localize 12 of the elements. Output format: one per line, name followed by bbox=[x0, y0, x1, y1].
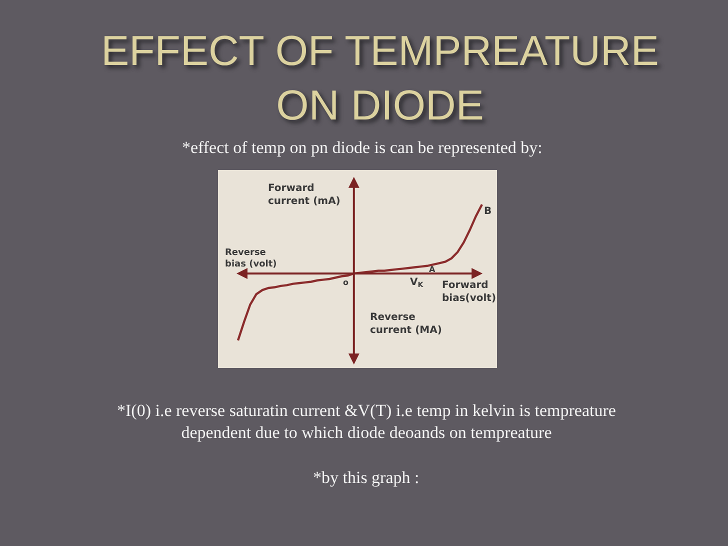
annotation: A bbox=[429, 265, 436, 274]
text: *I(0) i.e reverse saturatin current &V(T) i.e temp in kelvin is tempreature dependent due to which diode deoands on tempreature bbox=[117, 401, 616, 442]
annotation: V$_{K}$ bbox=[410, 277, 424, 290]
annotation: Reverse current (MA) bbox=[370, 312, 442, 336]
annotation: Reverse bias (volt) bbox=[225, 248, 277, 270]
y-axis-title: Forward current (mA) bbox=[268, 183, 340, 207]
annotation: o bbox=[343, 278, 349, 287]
text: *by this graph : bbox=[313, 468, 420, 487]
chart-title: EFFECT OF TEMPREATURE ON DIODE bbox=[101, 27, 659, 129]
x-axis-title: Forward bias(volt) bbox=[442, 280, 496, 304]
chart-subtitle: *effect of temp on pn diode is can be represented by: bbox=[182, 138, 542, 157]
text: B bbox=[484, 206, 492, 217]
